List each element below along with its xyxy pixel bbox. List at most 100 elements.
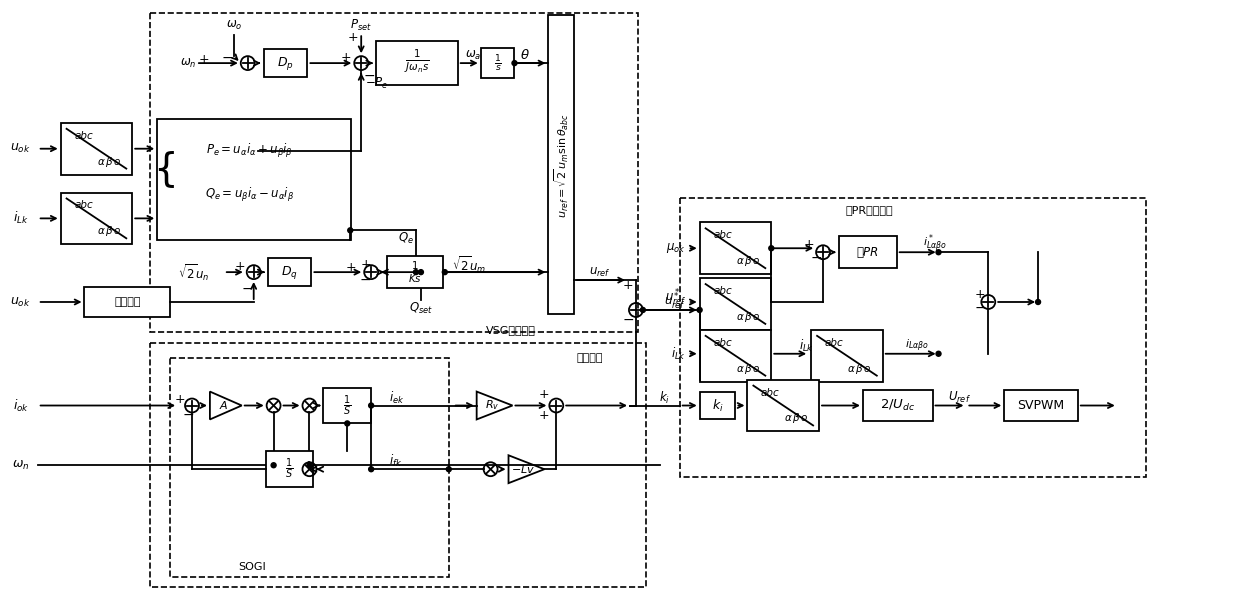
Text: $\frac{1}{S}$: $\frac{1}{S}$ <box>285 457 294 481</box>
Text: $i_{Lk}$: $i_{Lk}$ <box>670 346 685 362</box>
Text: $u_{ref}=\sqrt{2}\,u_m\sin\theta_{abc}$: $u_{ref}=\sqrt{2}\,u_m\sin\theta_{abc}$ <box>553 113 570 218</box>
Text: $Q_{set}$: $Q_{set}$ <box>409 300 432 316</box>
Text: abc: abc <box>74 131 93 141</box>
Circle shape <box>935 351 940 356</box>
Text: $i_{ek}$: $i_{ek}$ <box>389 389 404 406</box>
Bar <box>61 192 133 244</box>
Text: +: + <box>975 287 986 300</box>
Text: $\omega_o$: $\omega_o$ <box>225 19 242 32</box>
Text: $\frac{1}{S}$: $\frac{1}{S}$ <box>343 393 352 418</box>
Bar <box>150 343 646 587</box>
Text: abc: abc <box>761 388 779 398</box>
Text: {: { <box>152 150 177 188</box>
Text: $i^*_{L\alpha\beta o}$: $i^*_{L\alpha\beta o}$ <box>923 233 947 255</box>
Text: +: + <box>539 388 550 401</box>
Text: $R_v$: $R_v$ <box>484 398 499 412</box>
Circle shape <box>1036 299 1041 305</box>
Bar <box>84 287 170 317</box>
Circle shape <box>442 270 447 275</box>
Text: $i_{L\alpha\beta o}$: $i_{L\alpha\beta o}$ <box>904 338 928 354</box>
Text: +: + <box>348 31 358 44</box>
Text: $\sqrt{2}u_m$: $\sqrt{2}u_m$ <box>451 254 486 275</box>
Text: $k_i$: $k_i$ <box>659 389 670 406</box>
Circle shape <box>344 421 349 426</box>
Text: $u_{ref}$: $u_{ref}$ <box>590 266 611 279</box>
Text: 幅值计算: 幅值计算 <box>114 297 140 307</box>
Bar <box>700 392 736 419</box>
Text: $P_{set}$: $P_{set}$ <box>351 17 372 33</box>
Circle shape <box>512 61 517 66</box>
Bar <box>157 119 351 240</box>
Text: −: − <box>182 407 193 421</box>
Circle shape <box>271 463 276 468</box>
Text: $\frac{1}{Ks}$: $\frac{1}{Ks}$ <box>408 260 422 285</box>
Bar <box>387 256 442 288</box>
Bar <box>323 388 372 424</box>
Text: $i_{ok}$: $i_{ok}$ <box>12 397 28 413</box>
Text: $\alpha\,\beta\,o$: $\alpha\,\beta\,o$ <box>736 362 761 376</box>
Text: +: + <box>804 238 814 251</box>
Text: −: − <box>975 301 986 315</box>
Text: 虚拟阻抗: 虚拟阻抗 <box>577 353 603 363</box>
Bar <box>1005 389 1078 421</box>
Text: abc: abc <box>714 338 732 348</box>
Circle shape <box>769 246 774 251</box>
Text: SOGI: SOGI <box>238 562 265 572</box>
Text: $\alpha\,\beta\,o$: $\alpha\,\beta\,o$ <box>847 362 872 376</box>
Text: $\omega_a$: $\omega_a$ <box>465 49 481 62</box>
Bar <box>481 48 514 78</box>
Text: $Q_e=u_\beta i_\alpha-u_\alpha i_\beta$: $Q_e=u_\beta i_\alpha-u_\alpha i_\beta$ <box>206 186 294 204</box>
Circle shape <box>369 403 374 408</box>
Text: VSG控制算法: VSG控制算法 <box>486 325 535 335</box>
Text: $\alpha\,\beta\,o$: $\alpha\,\beta\,o$ <box>784 412 809 426</box>
Text: SVPWM: SVPWM <box>1017 399 1064 412</box>
Text: $2/U_{dc}$: $2/U_{dc}$ <box>880 398 916 413</box>
Text: +: + <box>361 258 372 270</box>
Bar <box>839 236 897 268</box>
Bar <box>700 330 772 382</box>
Text: $u^*_{ref}$: $u^*_{ref}$ <box>664 292 685 312</box>
Text: $\alpha\,\beta\,o$: $\alpha\,\beta\,o$ <box>97 154 121 169</box>
Text: +: + <box>234 260 245 273</box>
Circle shape <box>369 467 374 472</box>
Circle shape <box>414 270 419 275</box>
Circle shape <box>307 463 312 468</box>
Text: $i_{Lk}$: $i_{Lk}$ <box>799 338 814 354</box>
Text: +: + <box>346 261 357 273</box>
Text: −: − <box>359 273 370 287</box>
Text: +: + <box>175 393 186 406</box>
Text: $\alpha\,\beta\,o$: $\alpha\,\beta\,o$ <box>736 254 761 268</box>
Text: $\theta$: $\theta$ <box>519 48 529 62</box>
Text: $\omega_n$: $\omega_n$ <box>180 56 197 70</box>
Bar <box>170 358 449 577</box>
Text: $U_{ref}$: $U_{ref}$ <box>949 390 971 405</box>
Text: $-P_e$: $-P_e$ <box>366 76 389 91</box>
Text: −: − <box>222 51 234 65</box>
Text: −: − <box>810 251 821 265</box>
Bar <box>549 15 574 314</box>
Bar <box>747 380 819 432</box>
Text: 准PR双环控制: 准PR双环控制 <box>845 206 892 215</box>
Text: $u_{ok}$: $u_{ok}$ <box>10 296 31 308</box>
Circle shape <box>935 250 940 255</box>
Circle shape <box>348 228 353 233</box>
Bar <box>812 330 882 382</box>
Text: $\omega_n$: $\omega_n$ <box>12 459 30 472</box>
Text: −: − <box>622 313 634 327</box>
Text: $P_e=u_\alpha i_\alpha+u_\beta i_\beta$: $P_e=u_\alpha i_\alpha+u_\beta i_\beta$ <box>206 142 294 160</box>
Text: $i_{Lk}$: $i_{Lk}$ <box>12 210 28 227</box>
Circle shape <box>698 308 703 313</box>
Text: abc: abc <box>714 230 732 240</box>
Text: −: − <box>363 69 375 83</box>
Bar <box>264 49 307 77</box>
Text: $\frac{1}{J\omega_n s}$: $\frac{1}{J\omega_n s}$ <box>404 47 430 75</box>
Circle shape <box>419 270 424 275</box>
Text: 准PR: 准PR <box>856 246 878 258</box>
Text: $k_i$: $k_i$ <box>711 397 724 413</box>
Text: +: + <box>539 409 550 422</box>
Text: $\alpha\,\beta\,o$: $\alpha\,\beta\,o$ <box>97 224 121 239</box>
Text: $-Lv$: $-Lv$ <box>512 463 535 475</box>
Text: $\frac{1}{s}$: $\frac{1}{s}$ <box>493 53 502 73</box>
Text: +: + <box>198 53 209 66</box>
Bar <box>268 258 311 286</box>
